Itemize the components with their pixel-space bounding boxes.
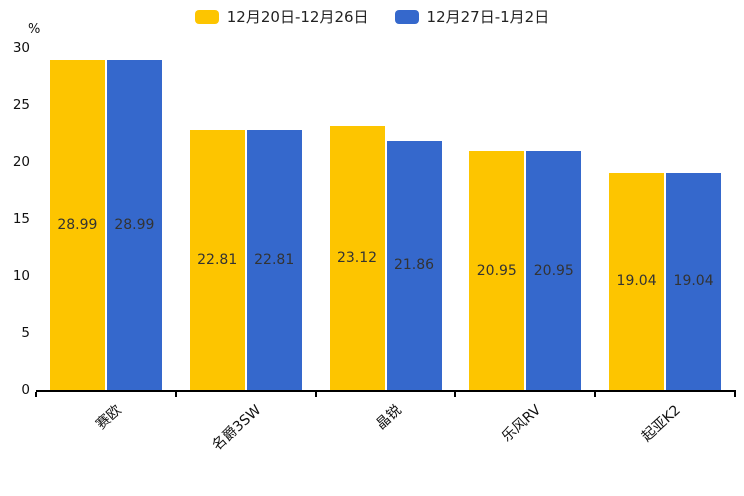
y-tick-label: 30 [12,40,30,56]
bar [106,59,162,390]
legend: 12月20日-12月26日 12月27日-1月2日 [0,6,744,27]
axis-tick [594,392,597,397]
x-axis-line [36,390,736,392]
bar [526,151,582,390]
y-tick-label: 10 [12,268,30,284]
bar-value-label: 22.81 [197,251,238,268]
bar-value-label: 28.99 [114,216,155,233]
legend-label: 12月20日-12月26日 [226,8,369,26]
bar [469,151,525,390]
y-tick-label: 20 [12,154,30,170]
x-tick-label: 起亚K2 [638,402,684,445]
axis-tick [734,392,736,397]
bar-value-label: 23.12 [336,250,378,267]
y-tick-label: 15 [12,211,30,227]
x-tick-label: 名爵3SW [209,402,265,455]
y-tick-label: 5 [21,325,30,341]
bar-value-label: 21.86 [393,257,435,274]
y-tick-label: 25 [12,97,30,113]
bar [189,129,245,390]
bar-value-label: 28.99 [57,216,98,233]
legend-swatch [394,9,419,24]
x-tick-label: 乐风RV [498,402,545,446]
bar [246,129,302,390]
bar [386,140,442,390]
x-tick-label: 赛欧 [93,402,125,433]
bar [49,59,105,390]
axis-tick [35,392,37,397]
bar [666,172,722,390]
bar-value-label: 19.04 [673,273,714,290]
axis-tick [454,392,457,397]
x-tick-label: 晶锐 [372,402,405,433]
bar-value-label: 20.95 [476,262,517,279]
legend-item[interactable]: 12月20日-12月26日 [194,6,369,27]
bar-value-label: 22.81 [254,251,295,268]
axis-tick [174,392,177,397]
y-tick-label: 0 [21,382,30,398]
bar-value-label: 19.04 [616,273,657,290]
legend-swatch [194,9,219,24]
y-axis-unit-label: % [28,22,41,37]
axis-tick [314,392,317,397]
bar [329,126,385,390]
bar-value-label: 20.95 [533,262,574,279]
legend-item[interactable]: 12月27日-1月2日 [394,6,550,27]
legend-label: 12月27日-1月2日 [426,8,550,26]
bar [609,172,665,390]
